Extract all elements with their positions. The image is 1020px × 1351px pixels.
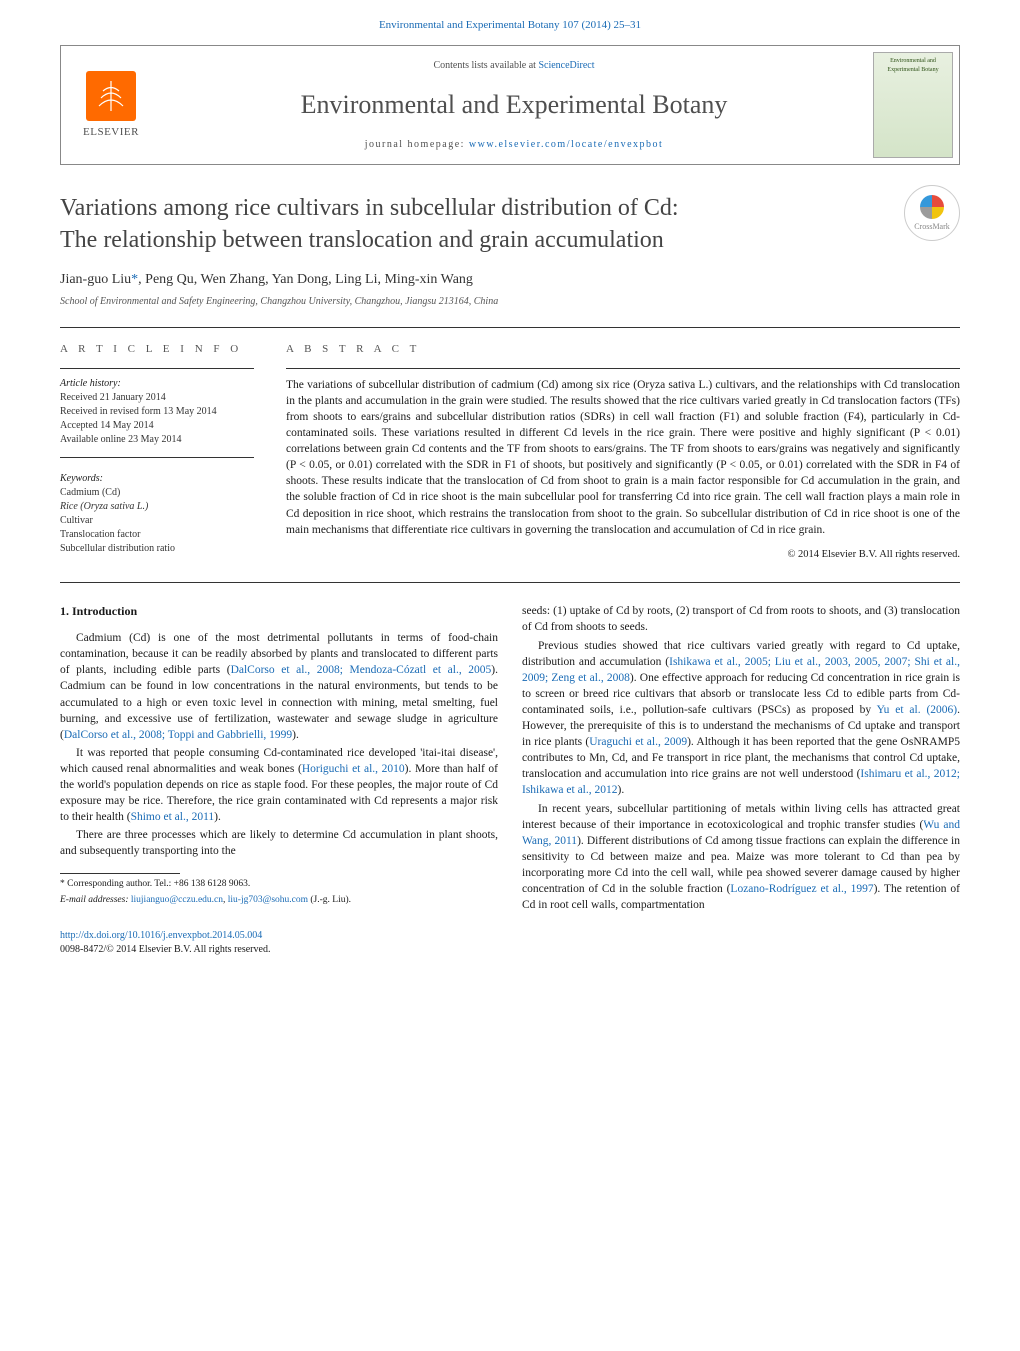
email-label: E-mail addresses: — [60, 895, 131, 905]
crossmark-label: CrossMark — [914, 221, 950, 232]
email-suffix: (J.-g. Liu). — [308, 895, 351, 905]
running-head-text[interactable]: Environmental and Experimental Botany 10… — [379, 19, 641, 31]
info-divider — [60, 368, 254, 369]
elsevier-wordmark: ELSEVIER — [83, 125, 139, 140]
authors-text: Jian-guo Liu*, Peng Qu, Wen Zhang, Yan D… — [60, 272, 473, 287]
crossmark-badge[interactable]: CrossMark — [904, 185, 960, 241]
history-received: Received 21 January 2014 — [60, 391, 254, 405]
citation-link[interactable]: Ishikawa et al., 2005; Liu et al., 2003,… — [522, 656, 960, 684]
elsevier-logo[interactable]: ELSEVIER — [61, 46, 161, 164]
author-list: Jian-guo Liu*, Peng Qu, Wen Zhang, Yan D… — [60, 270, 960, 290]
abstract-divider — [286, 368, 960, 369]
keyword: Translocation factor — [60, 528, 254, 542]
cover-title: Environmental and Experimental Botany — [878, 57, 948, 74]
abstract-copyright: © 2014 Elsevier B.V. All rights reserved… — [286, 548, 960, 563]
keyword: Cultivar — [60, 514, 254, 528]
info-divider-2 — [60, 457, 254, 458]
body-para: seeds: (1) uptake of Cd by roots, (2) tr… — [522, 603, 960, 635]
email-link[interactable]: liujianguo@cczu.edu.cn — [131, 895, 223, 905]
elsevier-tree-icon — [86, 71, 136, 121]
body-para: Cadmium (Cd) is one of the most detrimen… — [60, 630, 498, 743]
header-center: Contents lists available at ScienceDirec… — [161, 46, 867, 164]
divider-below-abstract — [60, 582, 960, 583]
citation-link[interactable]: Lozano-Rodríguez et al., 1997 — [730, 883, 873, 895]
email-link[interactable]: liu-jg703@sohu.com — [228, 895, 308, 905]
footnotes: * Corresponding author. Tel.: +86 138 61… — [60, 878, 498, 907]
footnote-separator — [60, 873, 180, 874]
affiliation: School of Environmental and Safety Engin… — [60, 295, 960, 309]
left-column: 1. Introduction Cadmium (Cd) is one of t… — [60, 603, 498, 915]
corresponding-star: * — [131, 272, 138, 287]
body-para: Previous studies showed that rice cultiv… — [522, 638, 960, 799]
journal-title: Environmental and Experimental Botany — [301, 87, 728, 123]
citation-link[interactable]: DalCorso et al., 2008; Toppi and Gabbrie… — [64, 729, 292, 741]
issn-copyright: 0098-8472/© 2014 Elsevier B.V. All right… — [60, 943, 960, 957]
journal-header-box: ELSEVIER Contents lists available at Sci… — [60, 45, 960, 165]
article-info-column: A R T I C L E I N F O Article history: R… — [60, 328, 270, 576]
citation-link[interactable]: Shimo et al., 2011 — [131, 811, 215, 823]
keyword: Rice (Oryza sativa L.) — [60, 500, 254, 514]
corresponding-author-note: * Corresponding author. Tel.: +86 138 61… — [60, 878, 498, 891]
abstract-label: A B S T R A C T — [286, 342, 960, 357]
body-para: It was reported that people consuming Cd… — [60, 745, 498, 825]
article-title: Variations among rice cultivars in subce… — [60, 193, 960, 255]
contents-lists-line: Contents lists available at ScienceDirec… — [433, 59, 594, 73]
title-line-2: The relationship between translocation a… — [60, 227, 664, 253]
history-online: Available online 23 May 2014 — [60, 433, 254, 447]
right-column: seeds: (1) uptake of Cd by roots, (2) tr… — [522, 603, 960, 915]
abstract-text: The variations of subcellular distributi… — [286, 377, 960, 538]
journal-homepage-line: journal homepage: www.elsevier.com/locat… — [365, 138, 664, 152]
journal-cover-thumbnail[interactable]: Environmental and Experimental Botany — [873, 52, 953, 158]
citation-link[interactable]: Wu and Wang, 2011 — [522, 819, 960, 847]
citation-link[interactable]: Ishimaru et al., 2012; Ishikawa et al., … — [522, 768, 960, 796]
meta-abstract-row: A R T I C L E I N F O Article history: R… — [60, 328, 960, 576]
body-para: There are three processes which are like… — [60, 827, 498, 859]
body-para: In recent years, subcellular partitionin… — [522, 801, 960, 914]
citation-link[interactable]: Uraguchi et al., 2009 — [589, 736, 687, 748]
article-info-label: A R T I C L E I N F O — [60, 342, 254, 357]
citation-link[interactable]: Horiguchi et al., 2010 — [302, 763, 405, 775]
running-head: Environmental and Experimental Botany 10… — [0, 0, 1020, 37]
keyword: Cadmium (Cd) — [60, 486, 254, 500]
journal-homepage-link[interactable]: www.elsevier.com/locate/envexpbot — [469, 139, 663, 150]
body-two-column: 1. Introduction Cadmium (Cd) is one of t… — [60, 603, 960, 915]
contents-prefix: Contents lists available at — [433, 60, 538, 71]
abstract-column: A B S T R A C T The variations of subcel… — [270, 328, 960, 576]
history-head: Article history: — [60, 377, 254, 391]
doi-link[interactable]: http://dx.doi.org/10.1016/j.envexpbot.20… — [60, 930, 262, 941]
keyword: Subcellular distribution ratio — [60, 542, 254, 556]
doi-block: http://dx.doi.org/10.1016/j.envexpbot.20… — [60, 929, 960, 957]
citation-link[interactable]: DalCorso et al., 2008; Mendoza-Cózatl et… — [231, 664, 492, 676]
history-revised: Received in revised form 13 May 2014 — [60, 405, 254, 419]
sciencedirect-link[interactable]: ScienceDirect — [538, 60, 594, 71]
email-line: E-mail addresses: liujianguo@cczu.edu.cn… — [60, 894, 498, 907]
title-line-1: Variations among rice cultivars in subce… — [60, 195, 679, 221]
citation-link[interactable]: Yu et al. (2006) — [877, 704, 958, 716]
crossmark-icon — [920, 195, 944, 219]
history-accepted: Accepted 14 May 2014 — [60, 419, 254, 433]
section-heading-introduction: 1. Introduction — [60, 603, 498, 620]
keywords-head: Keywords: — [60, 472, 254, 486]
homepage-prefix: journal homepage: — [365, 139, 469, 150]
